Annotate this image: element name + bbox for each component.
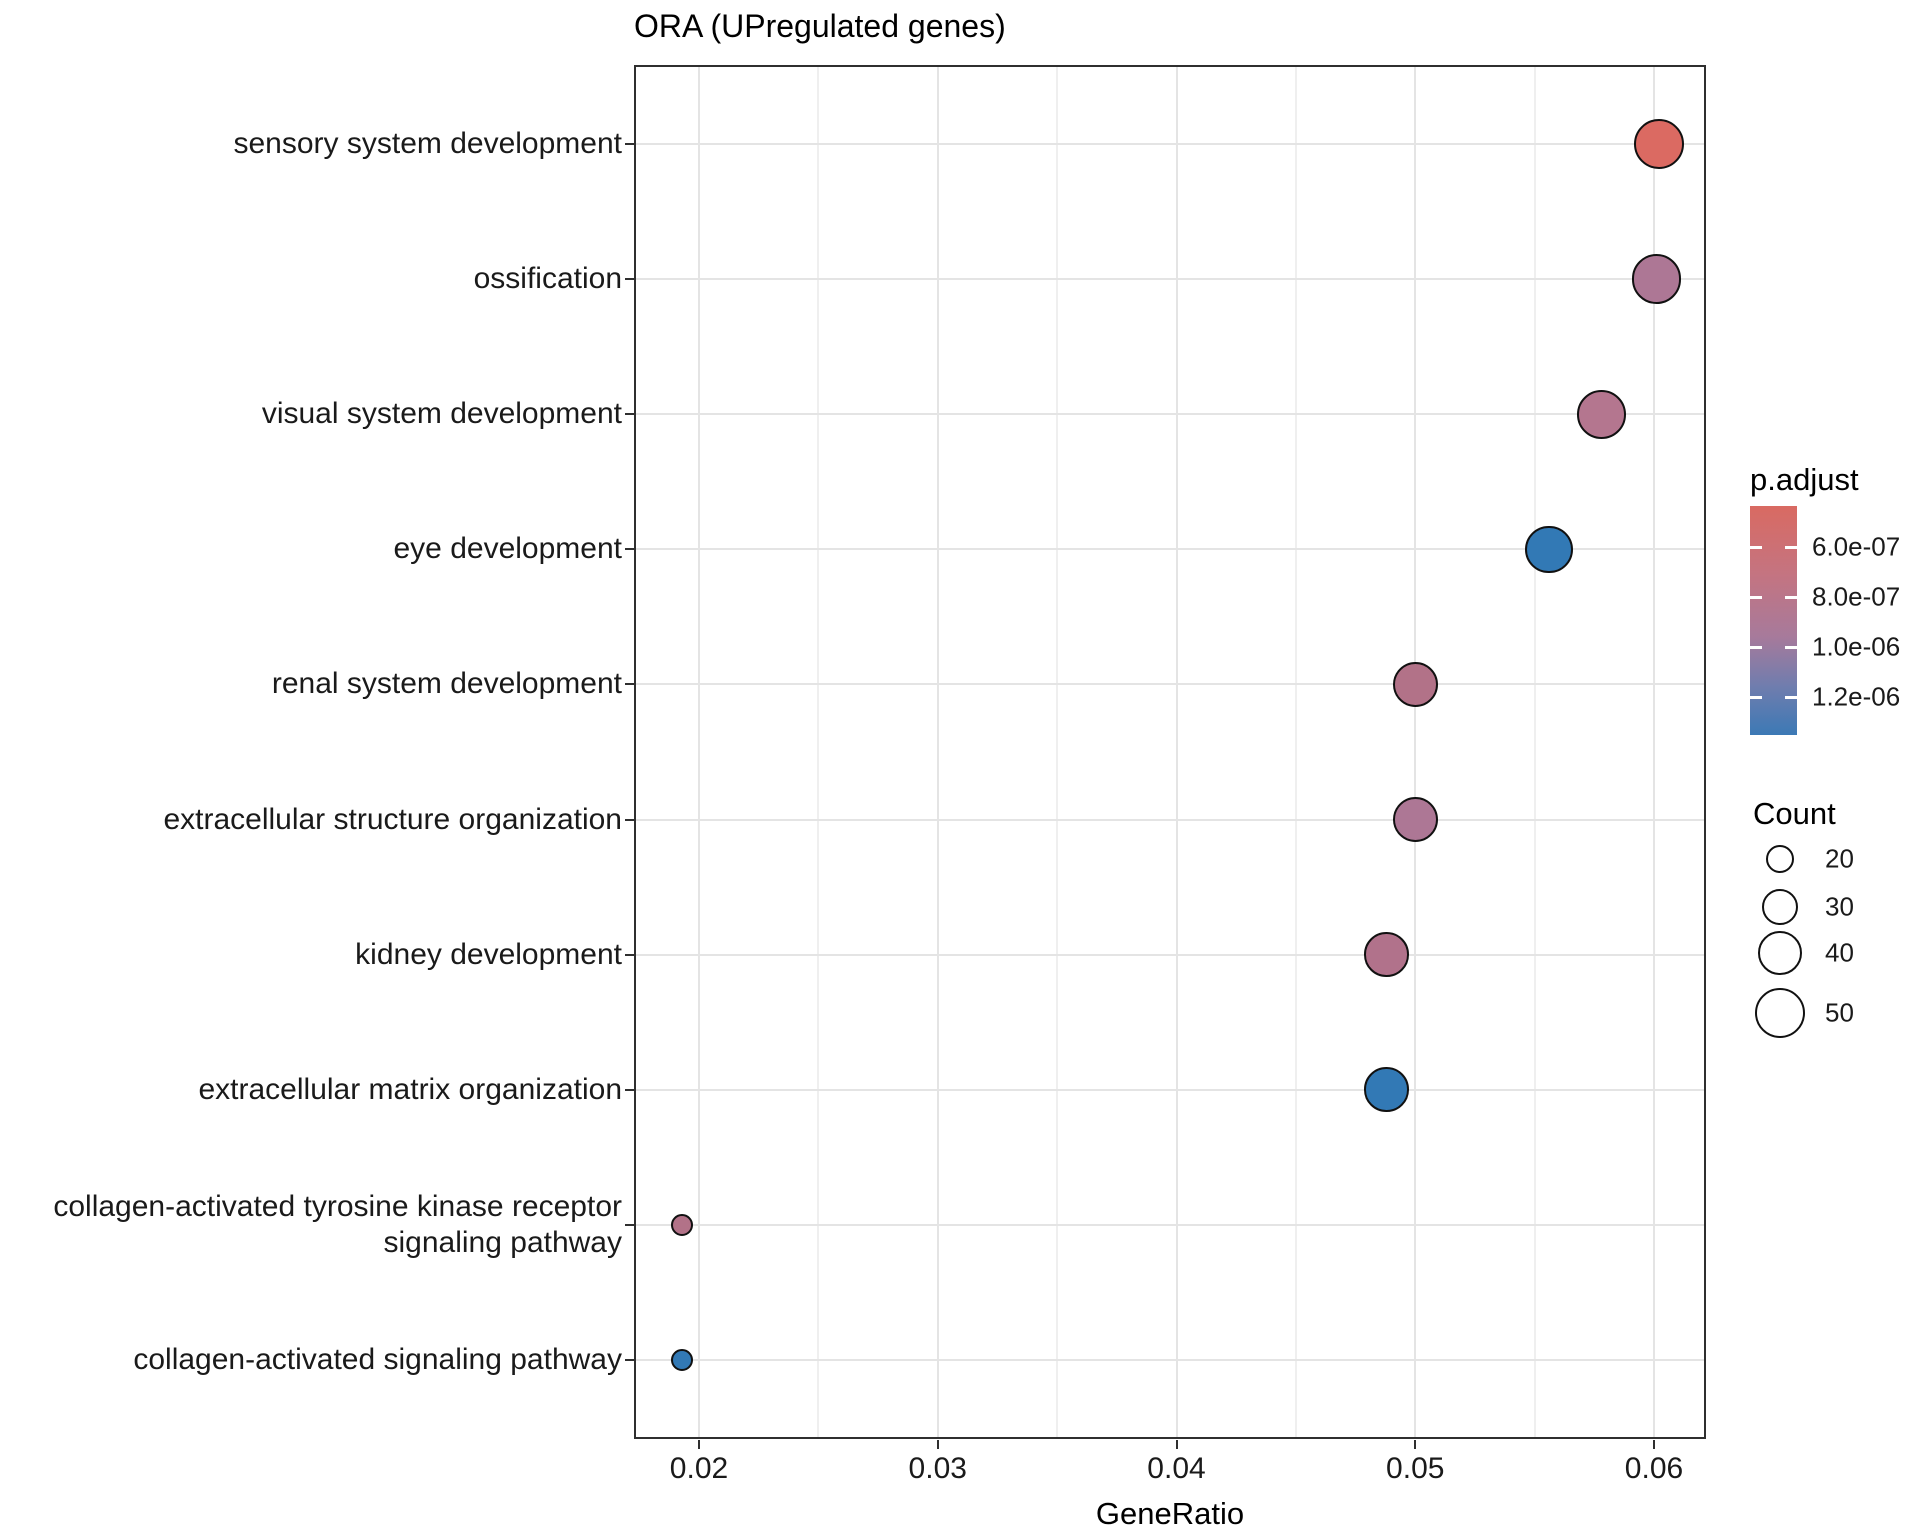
y-axis-tick <box>625 278 634 281</box>
count-legend-label: 20 <box>1825 843 1854 874</box>
y-axis-tick <box>625 953 634 956</box>
y-axis-tick <box>625 818 634 821</box>
gridline-x-minor <box>1533 67 1536 1437</box>
x-axis-title: GeneRatio <box>1095 1496 1245 1531</box>
gradient-tick-left <box>1750 545 1762 549</box>
gridline-y-major <box>636 143 1704 145</box>
y-axis-category-label: collagen-activated signaling pathway <box>133 1342 622 1376</box>
y-axis-category-label: kidney development <box>355 937 622 971</box>
y-axis-category-label: renal system development <box>271 667 622 701</box>
y-axis-category-label: eye development <box>393 532 623 566</box>
y-axis-tick <box>625 1223 634 1226</box>
y-axis-category-label: sensory system development <box>233 127 622 160</box>
legend-count-title: Count <box>1753 796 1836 831</box>
gradient-tick-left <box>1750 695 1762 699</box>
y-axis-category-label: ossification <box>473 262 622 296</box>
gradient-tick-right <box>1785 645 1797 649</box>
y-axis-category-label: extracellular structure organization <box>163 802 622 836</box>
data-point <box>1392 796 1438 843</box>
y-axis-category-label: collagen-activated tyrosine kinase recep… <box>53 1189 622 1259</box>
y-axis-tick <box>625 1088 634 1091</box>
x-axis-tick-label: 0.02 <box>669 1452 729 1485</box>
gridline-y-major <box>636 548 1704 551</box>
gridline-x-minor <box>1056 67 1059 1437</box>
gridline-y-major <box>636 953 1704 956</box>
padjust-tick-label: 6.0e-07 <box>1812 531 1901 562</box>
data-point <box>671 1213 694 1237</box>
x-axis-tick-label: 0.04 <box>1147 1452 1206 1485</box>
x-axis-tick <box>698 1440 700 1449</box>
gridline-x-major <box>1414 67 1417 1437</box>
gridline-x-major <box>1175 67 1178 1437</box>
gradient-tick-right <box>1785 595 1797 599</box>
padjust-tick-label: 1.0e-06 <box>1812 631 1901 662</box>
count-legend-label: 50 <box>1825 997 1854 1028</box>
padjust-tick-label: 1.2e-06 <box>1812 681 1901 712</box>
plot-panel <box>634 65 1706 1439</box>
padjust-tick-label: 8.0e-07 <box>1812 581 1901 612</box>
data-point <box>1364 1067 1409 1113</box>
x-axis-tick <box>1414 1440 1417 1449</box>
gridline-y-major <box>636 1358 1704 1361</box>
count-legend-label: 40 <box>1825 937 1854 968</box>
count-legend-circle <box>1766 845 1794 873</box>
legend-padjust-title: p.adjust <box>1750 462 1859 497</box>
count-legend-circle <box>1758 931 1802 975</box>
plot-title: ORA (UPregulated genes) <box>634 8 1006 44</box>
x-axis-tick-label: 0.06 <box>1624 1452 1684 1485</box>
y-axis-category-label: extracellular matrix organization <box>198 1072 622 1106</box>
data-point <box>1364 932 1409 977</box>
padjust-gradient-bar <box>1750 506 1797 735</box>
gridline-y-major <box>636 1223 1704 1226</box>
count-legend-circle <box>1755 988 1805 1038</box>
gradient-tick-left <box>1750 645 1762 649</box>
x-axis-tick <box>1175 1440 1178 1449</box>
y-axis-category-label: visual system development <box>261 397 622 431</box>
count-legend-label: 30 <box>1825 891 1854 922</box>
x-axis-tick-label: 0.05 <box>1386 1452 1445 1485</box>
gridline-y-major <box>636 413 1704 416</box>
gridline-x-minor <box>1294 67 1297 1437</box>
gridline-x-major <box>1653 67 1655 1437</box>
y-axis-tick <box>625 1358 634 1361</box>
x-axis-tick-label: 0.03 <box>908 1452 967 1485</box>
gradient-tick-right <box>1785 545 1797 549</box>
y-axis-tick <box>625 548 634 551</box>
gridline-x-minor <box>817 67 820 1437</box>
data-point <box>1577 389 1626 439</box>
count-legend-circle <box>1761 888 1799 926</box>
gradient-tick-left <box>1750 595 1762 599</box>
data-point <box>1633 119 1684 169</box>
y-axis-tick <box>625 143 634 145</box>
gridline-y-major <box>636 278 1704 281</box>
x-axis-tick <box>936 1440 939 1449</box>
x-axis-tick <box>1653 1440 1655 1449</box>
data-point <box>671 1348 694 1372</box>
gridline-y-major <box>636 1088 1704 1091</box>
gridline-x-major <box>936 67 939 1437</box>
gridline-y-major <box>636 818 1704 821</box>
gradient-tick-right <box>1785 695 1797 699</box>
data-point <box>1392 661 1438 708</box>
data-point <box>1631 254 1682 304</box>
gridline-x-major <box>698 67 700 1437</box>
gridline-y-major <box>636 683 1704 686</box>
y-axis-tick <box>625 683 634 686</box>
y-axis-tick <box>625 413 634 416</box>
data-point <box>1525 525 1573 574</box>
